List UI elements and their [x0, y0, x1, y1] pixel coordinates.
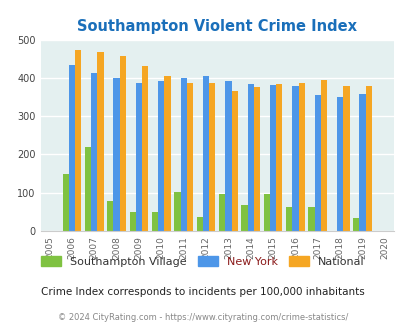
- Bar: [196, 217, 202, 231]
- Bar: [275, 84, 282, 231]
- Bar: [164, 76, 170, 231]
- Bar: [151, 212, 158, 231]
- Text: Crime Index corresponds to incidents per 100,000 inhabitants: Crime Index corresponds to incidents per…: [41, 287, 364, 297]
- Bar: [320, 80, 326, 231]
- Bar: [247, 84, 253, 231]
- Legend: Southampton Village, New York, National: Southampton Village, New York, National: [37, 251, 368, 271]
- Bar: [136, 83, 142, 231]
- Bar: [180, 78, 186, 231]
- Bar: [186, 83, 193, 231]
- Bar: [91, 73, 97, 231]
- Bar: [253, 87, 260, 231]
- Bar: [286, 207, 292, 231]
- Bar: [119, 56, 126, 231]
- Bar: [352, 217, 358, 231]
- Bar: [218, 194, 225, 231]
- Bar: [336, 97, 343, 231]
- Bar: [107, 201, 113, 231]
- Bar: [158, 81, 164, 231]
- Bar: [298, 83, 304, 231]
- Bar: [75, 50, 81, 231]
- Title: Southampton Violent Crime Index: Southampton Violent Crime Index: [77, 19, 356, 34]
- Bar: [231, 90, 237, 231]
- Bar: [314, 95, 320, 231]
- Bar: [308, 207, 314, 231]
- Text: © 2024 CityRating.com - https://www.cityrating.com/crime-statistics/: © 2024 CityRating.com - https://www.city…: [58, 313, 347, 322]
- Bar: [241, 205, 247, 231]
- Bar: [263, 194, 269, 231]
- Bar: [343, 85, 349, 231]
- Bar: [209, 83, 215, 231]
- Bar: [142, 66, 148, 231]
- Bar: [225, 81, 231, 231]
- Bar: [292, 86, 298, 231]
- Bar: [113, 78, 119, 231]
- Bar: [85, 147, 91, 231]
- Bar: [358, 94, 365, 231]
- Bar: [202, 76, 209, 231]
- Bar: [365, 86, 371, 231]
- Bar: [97, 52, 103, 231]
- Bar: [269, 85, 275, 231]
- Bar: [129, 212, 136, 231]
- Bar: [62, 174, 68, 231]
- Bar: [68, 65, 75, 231]
- Bar: [174, 192, 180, 231]
